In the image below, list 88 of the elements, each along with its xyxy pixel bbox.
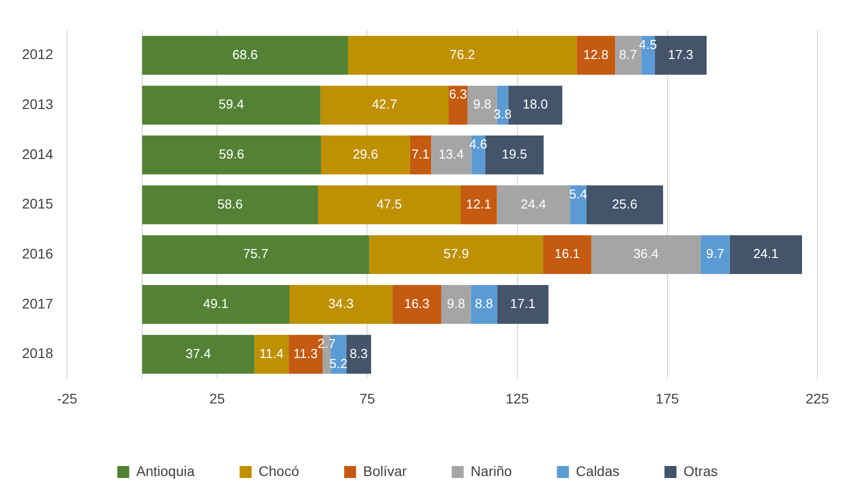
data-label: 8.8 (474, 296, 493, 312)
bar (460, 185, 497, 224)
x-tick-label: 25 (209, 390, 226, 406)
data-label: 9.7 (706, 246, 724, 262)
y-tick-label: 2016 (22, 245, 54, 262)
data-label: 42.7 (372, 96, 398, 112)
bar (700, 235, 730, 274)
data-label: 9.8 (446, 296, 466, 312)
bar (318, 185, 461, 224)
bar (369, 235, 544, 274)
data-label: 16.1 (554, 246, 580, 262)
bar (543, 235, 592, 274)
data-label: 8.7 (619, 46, 638, 62)
bar (497, 285, 548, 324)
bar (410, 136, 432, 174)
bar (591, 235, 701, 274)
bar (654, 36, 707, 75)
data-label: 2.7 (318, 336, 336, 351)
data-label: 17.1 (510, 296, 536, 312)
data-label: 47.5 (376, 196, 402, 212)
bar (448, 86, 468, 125)
data-label: 6.3 (448, 86, 468, 102)
x-tick-label: 225 (806, 390, 830, 406)
data-label: 36.4 (633, 246, 659, 262)
bar (142, 136, 322, 174)
data-label: 49.1 (203, 296, 228, 312)
bar (431, 136, 472, 174)
bar (586, 185, 664, 224)
y-tick-label: 2018 (22, 345, 54, 362)
bar (142, 86, 320, 125)
data-label: 29.6 (352, 146, 378, 162)
data-label: 68.6 (232, 46, 258, 62)
bar (142, 36, 348, 75)
x-tick-label: -25 (57, 390, 78, 406)
y-tick-label: 2017 (22, 295, 54, 312)
bar (470, 285, 498, 324)
data-label: 16.3 (404, 296, 430, 312)
data-label: 57.9 (444, 246, 469, 262)
bar (392, 285, 442, 324)
y-tick-label: 2013 (22, 96, 54, 112)
bar (142, 285, 290, 324)
legend-label: Otras (684, 462, 718, 479)
bar (576, 36, 616, 75)
data-label: 8.3 (350, 346, 368, 361)
bar (142, 235, 370, 274)
legend-label: Antioquia (136, 462, 195, 479)
bar (348, 36, 577, 75)
data-label: 34.3 (328, 296, 354, 312)
bar (441, 285, 471, 324)
y-tick-label: 2012 (22, 46, 54, 62)
data-label: 17.3 (668, 46, 694, 62)
data-label: 11.3 (293, 346, 318, 361)
data-label: 19.5 (502, 146, 528, 162)
data-label: 58.6 (217, 196, 243, 212)
data-label: 37.4 (186, 346, 211, 361)
bar (289, 285, 392, 324)
bar (321, 136, 410, 174)
data-label: 59.6 (218, 146, 244, 162)
bar (142, 334, 254, 374)
data-label: 75.7 (243, 246, 268, 262)
legend-label: Nariño (470, 462, 512, 479)
data-label: 12.8 (583, 46, 609, 62)
data-label: 24.4 (520, 196, 546, 212)
legend-label: Caldas (576, 462, 620, 479)
data-label: 7.1 (411, 146, 430, 162)
x-tick-label: 75 (359, 390, 376, 406)
y-tick-label: 2015 (22, 196, 54, 212)
bar (254, 334, 289, 374)
data-label: 13.4 (438, 146, 464, 162)
data-label: 25.6 (612, 196, 638, 212)
data-label: 24.1 (753, 246, 779, 262)
bar (320, 86, 449, 125)
y-tick-label: 2014 (22, 146, 54, 162)
data-label: 18.0 (522, 96, 548, 112)
x-tick-label: 175 (656, 390, 680, 406)
bar (730, 235, 802, 274)
legend-label: Chocó (258, 462, 300, 479)
data-label: 11.4 (259, 346, 284, 361)
bar (485, 136, 544, 174)
bar (346, 334, 372, 374)
data-label: 76.2 (450, 46, 475, 62)
data-label: 9.8 (473, 96, 492, 112)
x-tick-label: 125 (506, 390, 530, 406)
bar (142, 185, 318, 224)
bar (496, 185, 570, 224)
data-label: 59.4 (218, 96, 244, 112)
data-label: 12.1 (466, 196, 492, 212)
legend-label: Bolívar (363, 462, 408, 479)
